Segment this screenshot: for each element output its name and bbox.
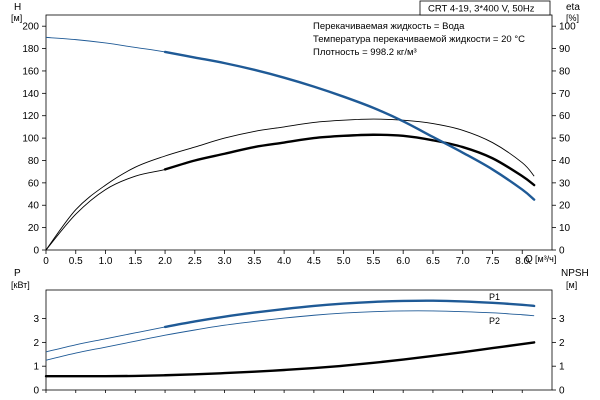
head-tick-label: 140 (22, 89, 39, 100)
power-tick-label: 2 (33, 338, 39, 349)
x-tick-label: 0 (43, 256, 49, 267)
head-tick-label: 160 (22, 66, 39, 77)
head-operating-range (163, 50, 536, 201)
p1-series-label: P1 (489, 292, 500, 302)
npsh-axis-label: NPSH (561, 268, 589, 279)
npsh-tick-label: 2 (559, 338, 565, 349)
lower-panel: 0 1 2 3 0 1 2 3 P [кВт] NPSH [м] P1 P2 (11, 268, 589, 397)
efficiency-axis-label: eta (566, 2, 580, 13)
upper-plot-frame (45, 14, 553, 251)
npsh-axis-ticks: 0 1 2 3 (552, 314, 565, 397)
efficiency-axis-unit: [%] (566, 13, 579, 23)
npsh-operating-range (44, 341, 536, 378)
head-tick-label: 40 (28, 201, 40, 212)
x-tick-label: 6.0 (396, 256, 410, 267)
efficiency-1-curve (45, 118, 535, 251)
x-tick-label: 2.5 (188, 256, 202, 267)
lower-x-ticks (45, 390, 523, 393)
title-box (419, 0, 551, 16)
x-tick-label: 4.0 (277, 256, 291, 267)
head-axis-ticks: 0 20 40 60 80 100 120 140 160 180 200 (22, 22, 46, 257)
eta-tick-label: 0 (559, 246, 565, 257)
chart-title: CRT 4-19, 3*400 V, 50Hz (428, 4, 535, 15)
x-tick-label: 5.0 (337, 256, 351, 267)
head-curve (45, 36, 535, 200)
head-tick-label: 180 (22, 44, 39, 55)
npsh-axis-unit: [м] (566, 280, 577, 290)
lower-curves (44, 299, 536, 378)
eta-tick-label: 80 (559, 66, 571, 77)
head-axis-label: H (14, 2, 21, 13)
efficiency-axis-ticks: 0 10 20 30 40 50 60 70 80 90 100 (552, 22, 576, 257)
power-tick-label: 1 (33, 362, 39, 373)
npsh-tick-label: 3 (559, 314, 565, 325)
head-axis-unit: [м] (11, 13, 22, 23)
head-tick-label: 100 (22, 134, 39, 145)
flow-axis-unit: [м³/ч] (535, 254, 556, 264)
x-tick-label: 4.5 (307, 256, 321, 267)
eta-tick-label: 10 (559, 223, 571, 234)
x-tick-label: 8.0 (515, 256, 529, 267)
efficiency-2-operating-range (163, 133, 536, 187)
upper-x-ticks: 0 0.5 1.0 1.5 2.0 2.5 3.0 3.5 4.0 4.5 5.0 5.5 6.0 6.5… (43, 250, 530, 267)
x-tick-label: 6.5 (426, 256, 440, 267)
density-note: Плотность = 998.2 кг/м³ (313, 47, 417, 58)
eta-tick-label: 60 (559, 111, 571, 122)
head-tick-label: 0 (33, 246, 39, 257)
lower-plot-frame (45, 289, 553, 391)
power-axis-ticks: 0 1 2 3 (33, 314, 46, 397)
eta-tick-label: 90 (559, 44, 571, 55)
npsh-tick-label: 0 (559, 386, 565, 397)
head-tick-label: 20 (28, 223, 40, 234)
p2-power-curve (45, 310, 535, 361)
x-tick-label: 2.0 (158, 256, 172, 267)
x-tick-label: 0.5 (69, 256, 83, 267)
x-tick-label: 3.0 (218, 256, 232, 267)
npsh-tick-label: 1 (559, 362, 565, 373)
p2-series-label: P2 (489, 316, 500, 326)
eta-tick-label: 30 (559, 178, 571, 189)
x-tick-label: 5.5 (366, 256, 380, 267)
liquid-note: Перекачиваемая жидкость = Вода (313, 21, 465, 32)
eta-tick-label: 40 (559, 156, 571, 167)
p1-power-operating-range (163, 299, 536, 329)
eta-tick-label: 70 (559, 89, 571, 100)
head-tick-label: 120 (22, 111, 39, 122)
temperature-note: Температура перекачиваемой жидкости = 20… (313, 34, 525, 45)
x-tick-label: 1.0 (99, 256, 113, 267)
npsh-curve (46, 341, 535, 377)
x-tick-label: 3.5 (247, 256, 261, 267)
head-tick-label: 60 (28, 178, 40, 189)
flow-axis-label: Q (525, 254, 533, 265)
eta-tick-label: 20 (559, 201, 571, 212)
eta-tick-label: 50 (559, 134, 571, 145)
upper-curves (45, 36, 536, 251)
head-tick-label: 200 (22, 22, 39, 33)
power-axis-unit: [кВт] (11, 280, 30, 290)
x-tick-label: 1.5 (128, 256, 142, 267)
power-axis-label: P (14, 268, 21, 279)
x-tick-label: 7.0 (456, 256, 470, 267)
head-tick-label: 80 (28, 156, 40, 167)
eta-tick-label: 100 (559, 22, 576, 33)
upper-panel: 0 0.5 1.0 1.5 2.0 2.5 3.0 3.5 4.0 4.5 5.0 5.5 6.0 6.5… (11, 0, 580, 267)
x-tick-label: 7.5 (486, 256, 500, 267)
power-tick-label: 3 (33, 314, 39, 325)
power-tick-label: 0 (33, 386, 39, 397)
